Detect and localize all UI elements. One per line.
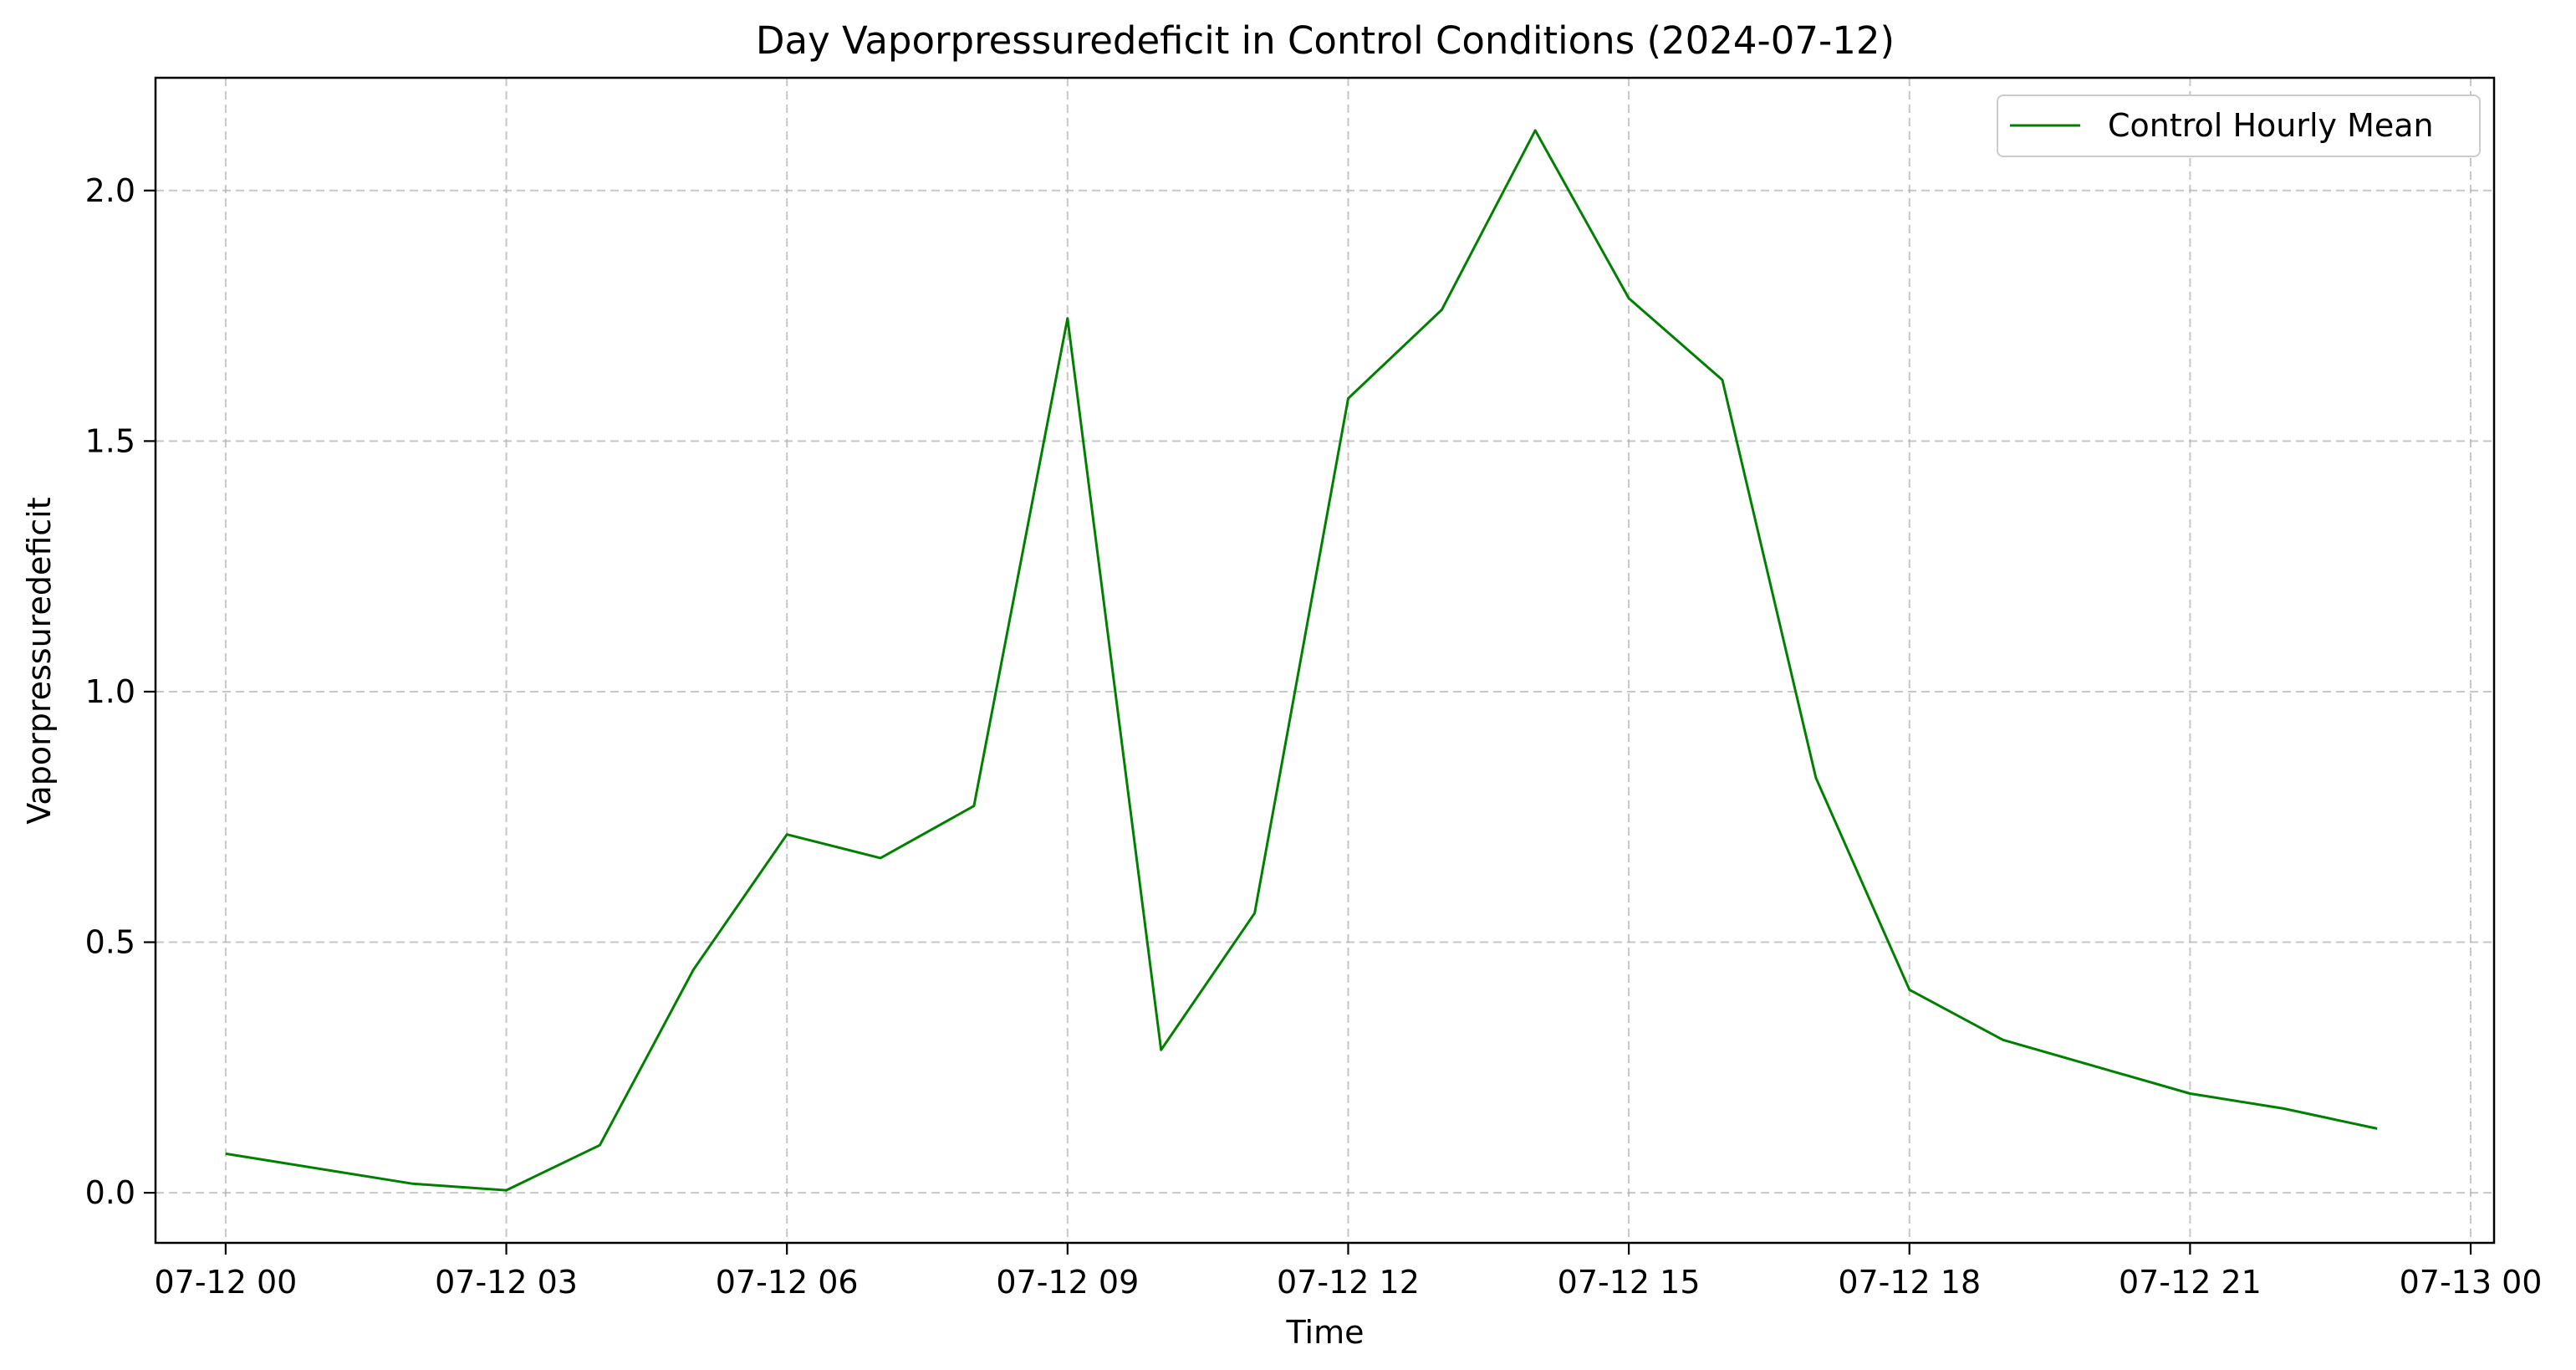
x-tick-label: 07-12 09	[996, 1264, 1139, 1301]
series-line	[225, 129, 2378, 1192]
legend-label: Control Hourly Mean	[2108, 107, 2434, 144]
x-tick-label: 07-12 00	[154, 1264, 297, 1301]
series-layer	[225, 129, 2378, 1192]
x-tick-label: 07-12 15	[1558, 1264, 1701, 1301]
y-axis: 0.0 0.5 1.0 1.5 2.0	[85, 172, 156, 1211]
x-tick-label: 07-12 21	[2119, 1264, 2262, 1301]
legend: Control Hourly Mean	[1997, 95, 2481, 157]
x-tick-label: 07-12 06	[716, 1264, 859, 1301]
y-tick-label: 0.0	[85, 1174, 135, 1211]
legend-box	[1997, 95, 2481, 157]
x-axis-label: Time	[1286, 1314, 1365, 1351]
y-tick-label: 2.0	[85, 172, 135, 209]
chart-title: Day Vaporpressuredeficit in Control Cond…	[756, 18, 1895, 63]
y-tick-label: 0.5	[85, 924, 135, 961]
x-tick-label: 07-13 00	[2400, 1264, 2543, 1301]
x-tick-label: 07-12 03	[435, 1264, 578, 1301]
x-tick-label: 07-12 18	[1838, 1264, 1981, 1301]
y-tick-label: 1.0	[85, 673, 135, 710]
grid-layer	[156, 78, 2494, 1243]
y-tick-label: 1.5	[85, 422, 135, 459]
x-tick-label: 07-12 12	[1277, 1264, 1420, 1301]
y-axis-label: Vaporpressuredeficit	[21, 497, 58, 824]
x-axis: 07-12 00 07-12 03 07-12 06 07-12 09 07-12 12…	[154, 1243, 2542, 1301]
plot-frame	[154, 76, 2496, 1245]
